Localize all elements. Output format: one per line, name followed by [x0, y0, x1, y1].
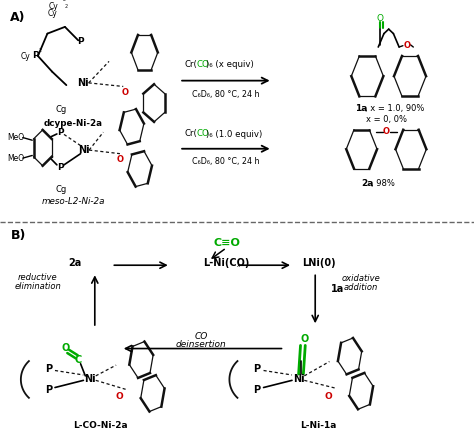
Text: CO: CO	[197, 129, 210, 138]
Text: x = 0, 0%: x = 0, 0%	[366, 115, 407, 124]
Text: Cg: Cg	[55, 185, 66, 194]
Text: C: C	[74, 355, 82, 365]
Text: 2a: 2a	[68, 258, 82, 268]
Text: Cy: Cy	[21, 52, 31, 61]
Text: $_2$: $_2$	[62, 0, 66, 4]
Text: CO: CO	[197, 60, 210, 69]
Text: CO: CO	[195, 332, 208, 341]
Text: , 98%: , 98%	[371, 179, 394, 188]
Text: L-CO-Ni-2a: L-CO-Ni-2a	[73, 421, 128, 430]
Text: O: O	[116, 392, 123, 401]
Text: )₆ (x equiv): )₆ (x equiv)	[206, 60, 254, 69]
Text: O: O	[383, 127, 390, 136]
Text: Cr(: Cr(	[185, 60, 198, 69]
Text: $_2$: $_2$	[64, 3, 69, 11]
Text: Ni: Ni	[77, 78, 89, 88]
Text: A): A)	[10, 11, 26, 24]
Text: Cy: Cy	[47, 9, 57, 18]
Text: MeO: MeO	[7, 133, 24, 142]
Text: P: P	[253, 364, 261, 374]
Text: reductive: reductive	[18, 273, 58, 282]
Text: , x = 1.0, 90%: , x = 1.0, 90%	[365, 104, 424, 113]
Text: C₆D₆, 80 °C, 24 h: C₆D₆, 80 °C, 24 h	[192, 90, 260, 99]
Text: oxidative: oxidative	[342, 274, 381, 283]
Text: P: P	[45, 364, 52, 374]
Text: P: P	[77, 37, 84, 46]
Text: 1a: 1a	[331, 284, 344, 294]
Text: C≡O: C≡O	[213, 238, 240, 248]
Text: deinsertion: deinsertion	[176, 340, 227, 349]
Text: O: O	[300, 334, 309, 344]
Text: Cg: Cg	[55, 105, 66, 114]
Text: P: P	[57, 128, 64, 137]
Text: MeO: MeO	[7, 154, 24, 163]
Text: 2a: 2a	[361, 179, 374, 188]
Text: addition: addition	[344, 283, 378, 292]
Text: O: O	[403, 41, 410, 50]
Text: Cr(: Cr(	[185, 129, 198, 138]
Text: O: O	[324, 392, 332, 401]
Text: P: P	[45, 385, 52, 395]
Text: P: P	[57, 163, 64, 172]
Text: O: O	[61, 343, 70, 353]
Text: L-Ni(CO): L-Ni(CO)	[203, 258, 249, 268]
Text: LNi(0): LNi(0)	[302, 258, 336, 268]
Text: Cy: Cy	[49, 2, 58, 11]
Text: Ni: Ni	[293, 374, 304, 383]
Text: $_2$: $_2$	[38, 46, 43, 55]
Text: Ni: Ni	[79, 145, 90, 155]
Text: O: O	[117, 155, 123, 164]
Text: L-Ni-1a: L-Ni-1a	[301, 421, 337, 430]
Text: P: P	[32, 52, 39, 60]
Text: P: P	[253, 385, 261, 395]
Text: Ni: Ni	[84, 374, 96, 383]
Text: C₆D₆, 80 °C, 24 h: C₆D₆, 80 °C, 24 h	[192, 157, 260, 166]
Text: dcype-Ni-2a: dcype-Ni-2a	[44, 119, 103, 128]
Text: meso-L2-Ni-2a: meso-L2-Ni-2a	[42, 197, 105, 206]
Text: )₆ (1.0 equiv): )₆ (1.0 equiv)	[206, 130, 263, 139]
Text: 1a: 1a	[355, 104, 367, 113]
Text: B): B)	[10, 229, 26, 242]
Text: $_x$: $_x$	[236, 261, 242, 270]
Text: O: O	[122, 88, 129, 97]
Text: elimination: elimination	[15, 282, 61, 291]
Text: O: O	[377, 14, 383, 23]
